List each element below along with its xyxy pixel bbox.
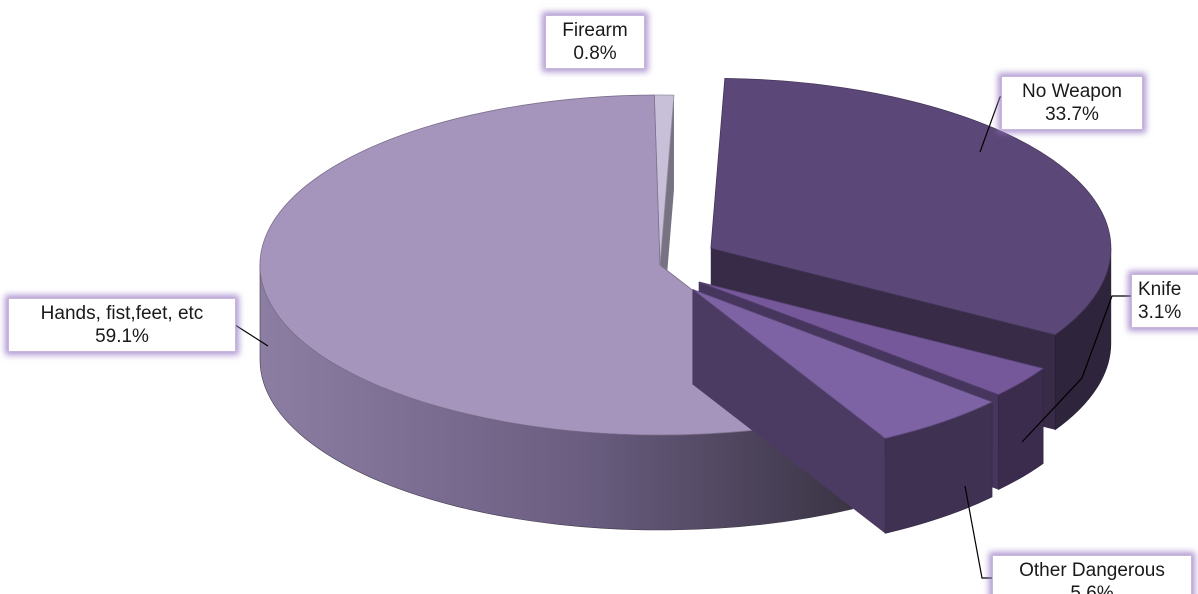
label-knife-name: Knife <box>1138 279 1182 300</box>
leader-knife <box>1021 295 1134 443</box>
label-other-dangerous-value: 5.6% <box>1070 583 1114 594</box>
label-no-weapon-value: 33.7% <box>1045 104 1099 125</box>
label-no-weapon: No Weapon 33.7% <box>1001 76 1143 130</box>
label-hands: Hands, fist,feet, etc 59.1% <box>8 298 236 352</box>
label-firearm-value: 0.8% <box>573 43 617 64</box>
label-no-weapon-name: No Weapon <box>1022 81 1122 102</box>
slice-other-dangerous-top <box>692 288 994 439</box>
slice-other-dangerous-wall <box>692 289 886 534</box>
leader-hands <box>231 322 269 347</box>
label-knife: Knife 3.1% <box>1131 274 1198 328</box>
label-firearm: Firearm 0.8% <box>545 15 645 69</box>
label-knife-value: 3.1% <box>1138 302 1182 323</box>
label-firearm-name: Firearm <box>562 20 628 41</box>
slice-knife-top <box>698 281 1045 396</box>
label-other-dangerous: Other Dangerous 5.6% <box>992 555 1192 594</box>
pie-slices <box>259 77 1112 534</box>
label-hands-name: Hands, fist,feet, etc <box>40 303 204 324</box>
label-other-dangerous-name: Other Dangerous <box>1019 560 1165 581</box>
slice-other-dangerous <box>692 288 994 534</box>
leader-other-dangerous <box>964 485 996 579</box>
slice-no-weapon-top <box>710 77 1112 336</box>
label-hands-value: 59.1% <box>95 326 149 347</box>
